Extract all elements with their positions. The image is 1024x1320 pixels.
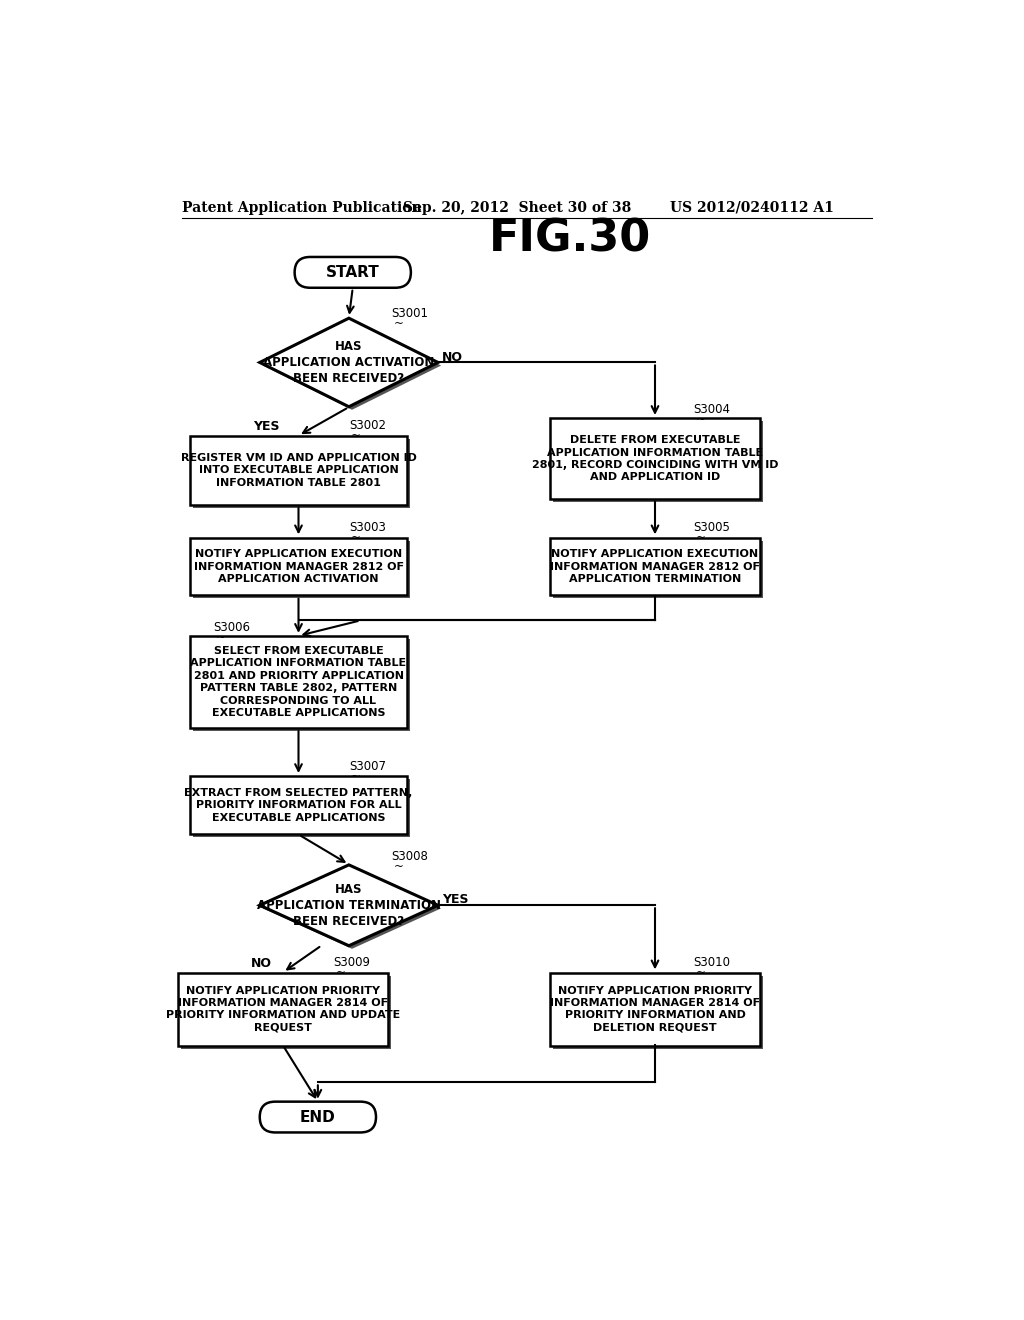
Text: SELECT FROM EXECUTABLE
APPLICATION INFORMATION TABLE
2801 AND PRIORITY APPLICATI: SELECT FROM EXECUTABLE APPLICATION INFOR…: [190, 645, 407, 718]
FancyBboxPatch shape: [295, 257, 411, 288]
Text: FIG.30: FIG.30: [488, 218, 651, 261]
Text: ~: ~: [351, 531, 361, 544]
Text: HAS
APPLICATION ACTIVATION
BEEN RECEIVED?: HAS APPLICATION ACTIVATION BEEN RECEIVED…: [263, 341, 434, 385]
FancyBboxPatch shape: [178, 973, 388, 1045]
FancyBboxPatch shape: [554, 541, 763, 598]
Text: NOTIFY APPLICATION PRIORITY
INFORMATION MANAGER 2814 OF
PRIORITY INFORMATION AND: NOTIFY APPLICATION PRIORITY INFORMATION …: [166, 986, 400, 1032]
Text: END: END: [300, 1110, 336, 1125]
Text: ~: ~: [336, 966, 345, 979]
Text: S3001: S3001: [391, 308, 428, 321]
Text: S3004: S3004: [693, 404, 731, 416]
FancyBboxPatch shape: [554, 975, 763, 1049]
Text: S3009: S3009: [334, 956, 371, 969]
Text: ~: ~: [351, 770, 361, 783]
FancyBboxPatch shape: [194, 438, 410, 508]
Text: ~: ~: [696, 531, 706, 544]
Text: S3010: S3010: [693, 956, 731, 969]
Polygon shape: [260, 865, 438, 945]
Text: ~: ~: [696, 966, 706, 979]
Text: ~: ~: [394, 859, 403, 873]
Text: NO: NO: [251, 957, 271, 970]
FancyBboxPatch shape: [194, 541, 410, 598]
Text: S3007: S3007: [349, 760, 386, 774]
FancyBboxPatch shape: [194, 639, 410, 731]
FancyBboxPatch shape: [190, 776, 407, 834]
FancyBboxPatch shape: [190, 636, 407, 729]
Text: S3006: S3006: [213, 622, 250, 635]
FancyBboxPatch shape: [190, 537, 407, 595]
Text: NO: NO: [442, 351, 463, 363]
Text: REGISTER VM ID AND APPLICATION ID
INTO EXECUTABLE APPLICATION
INFORMATION TABLE : REGISTER VM ID AND APPLICATION ID INTO E…: [180, 453, 417, 487]
Text: Sep. 20, 2012  Sheet 30 of 38: Sep. 20, 2012 Sheet 30 of 38: [403, 201, 632, 215]
Text: ~: ~: [696, 413, 706, 426]
FancyBboxPatch shape: [550, 418, 760, 499]
Text: ~: ~: [351, 429, 361, 442]
Text: EXTRACT FROM SELECTED PATTERN,
PRIORITY INFORMATION FOR ALL
EXECUTABLE APPLICATI: EXTRACT FROM SELECTED PATTERN, PRIORITY …: [184, 788, 413, 822]
FancyBboxPatch shape: [194, 779, 410, 837]
Text: S3002: S3002: [349, 418, 386, 432]
FancyBboxPatch shape: [554, 421, 763, 502]
Text: S3005: S3005: [693, 521, 731, 535]
Polygon shape: [263, 321, 441, 409]
Text: YES: YES: [253, 420, 280, 433]
Text: NOTIFY APPLICATION PRIORITY
INFORMATION MANAGER 2814 OF
PRIORITY INFORMATION AND: NOTIFY APPLICATION PRIORITY INFORMATION …: [550, 986, 760, 1032]
FancyBboxPatch shape: [550, 537, 760, 595]
FancyBboxPatch shape: [181, 975, 391, 1049]
Text: ~: ~: [394, 317, 403, 330]
Text: HAS
APPLICATION TERMINATION
BEEN RECEIVED?: HAS APPLICATION TERMINATION BEEN RECEIVE…: [257, 883, 441, 928]
Polygon shape: [263, 869, 441, 949]
FancyBboxPatch shape: [260, 1102, 376, 1133]
Polygon shape: [260, 318, 438, 407]
Text: US 2012/0240112 A1: US 2012/0240112 A1: [671, 201, 835, 215]
Text: DELETE FROM EXECUTABLE
APPLICATION INFORMATION TABLE
2801, RECORD COINCIDING WIT: DELETE FROM EXECUTABLE APPLICATION INFOR…: [531, 436, 778, 482]
Text: NOTIFY APPLICATION EXECUTION
INFORMATION MANAGER 2812 OF
APPLICATION ACTIVATION: NOTIFY APPLICATION EXECUTION INFORMATION…: [194, 549, 403, 583]
Text: S3008: S3008: [391, 850, 428, 863]
Text: START: START: [326, 265, 380, 280]
Text: ~: ~: [216, 631, 225, 644]
Text: YES: YES: [442, 894, 468, 907]
FancyBboxPatch shape: [190, 436, 407, 506]
FancyBboxPatch shape: [550, 973, 760, 1045]
Text: NOTIFY APPLICATION EXECUTION
INFORMATION MANAGER 2812 OF
APPLICATION TERMINATION: NOTIFY APPLICATION EXECUTION INFORMATION…: [550, 549, 760, 583]
Text: S3003: S3003: [349, 521, 386, 535]
Text: Patent Application Publication: Patent Application Publication: [182, 201, 422, 215]
